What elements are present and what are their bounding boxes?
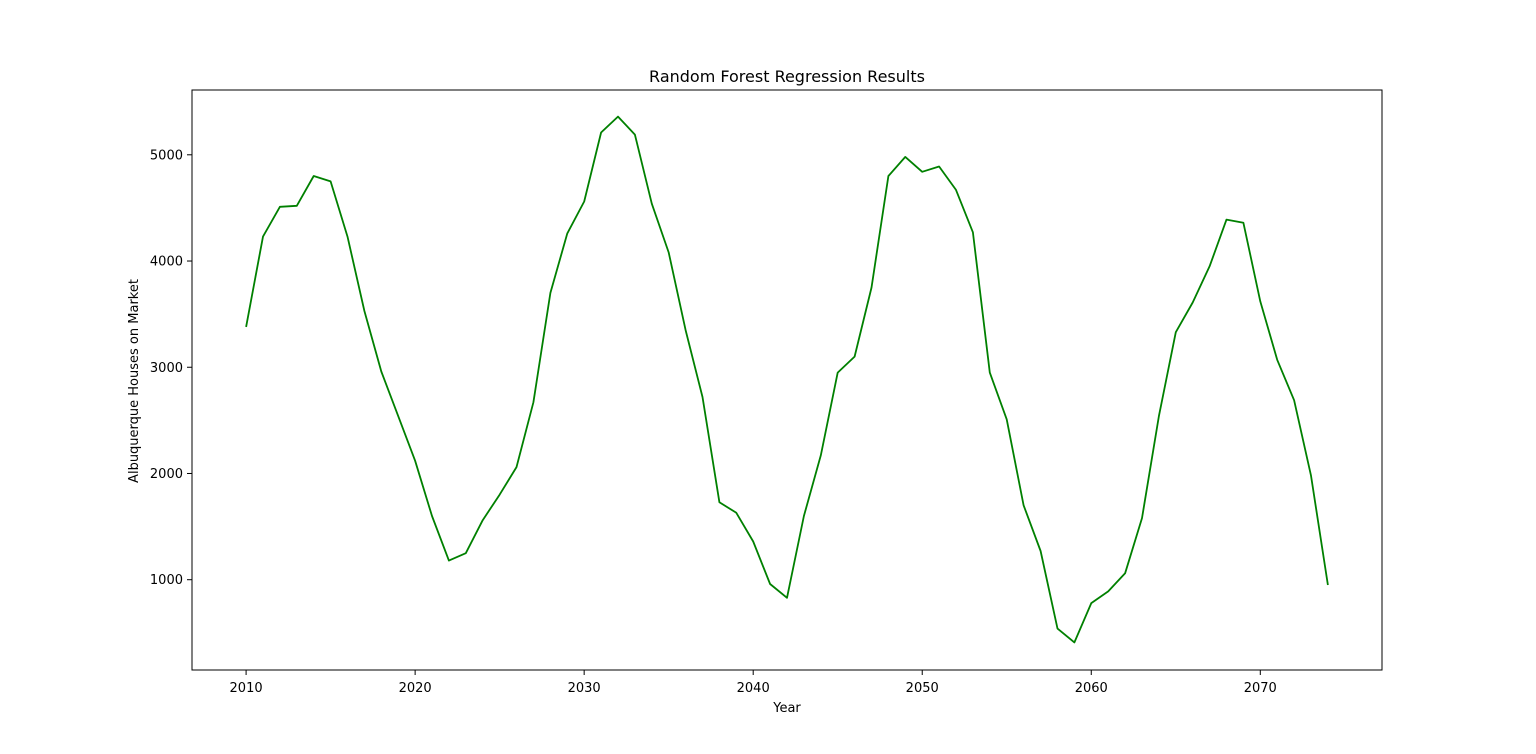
y-axis-label: Albuquerque Houses on Market [127,279,142,483]
x-axis-label: Year [772,701,801,716]
x-tick-label: 2020 [399,681,432,696]
x-tick-label: 2050 [906,681,939,696]
x-tick-label: 2070 [1244,681,1277,696]
x-axis-ticks: 2010 2020 2030 2040 2050 2060 2070 [230,670,1277,696]
x-tick-label: 2010 [230,681,263,696]
series-layer [245,115,1329,644]
y-axis-ticks: 1000 2000 3000 4000 5000 [150,148,192,588]
plot-frame [191,89,1383,671]
y-tick-label: 4000 [150,255,183,270]
x-tick-label: 2030 [568,681,601,696]
series-line-0 [245,115,1329,644]
x-tick-label: 2060 [1075,681,1108,696]
chart-title: Random Forest Regression Results [649,67,925,86]
y-tick-label: 2000 [150,467,183,482]
x-tick-label: 2040 [737,681,770,696]
y-tick-label: 1000 [150,573,183,588]
y-tick-label: 5000 [150,148,183,163]
y-tick-label: 3000 [150,361,183,376]
